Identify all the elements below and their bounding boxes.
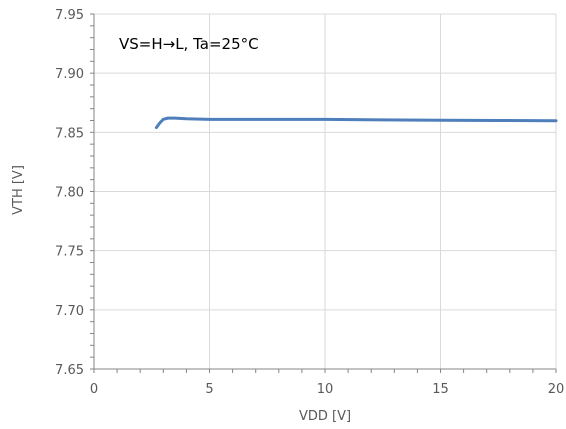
x-tick-label: 5	[205, 382, 213, 397]
y-tick-label: 7.90	[55, 67, 84, 82]
x-tick-label: 10	[317, 382, 334, 397]
y-tick-label: 7.75	[55, 245, 84, 260]
y-tick-label: 7.80	[55, 186, 84, 201]
y-tick-label: 7.65	[55, 363, 84, 378]
minor-ticks	[90, 13, 557, 373]
axes	[93, 14, 556, 370]
y-axis-label: VTH [V]	[11, 165, 26, 215]
y-tick-label: 7.85	[55, 126, 84, 141]
x-tick-label: 15	[432, 382, 449, 397]
y-tick-label: 7.95	[55, 8, 84, 23]
x-tick-label: 20	[548, 382, 565, 397]
y-tick-labels: 7.65 7.70 7.75 7.80 7.85 7.90 7.95	[55, 8, 84, 378]
series-layer	[154, 116, 558, 130]
y-tick-label: 7.70	[55, 304, 84, 319]
x-tick-labels: 0 5 10 15 20	[90, 382, 564, 397]
x-tick-label: 0	[90, 382, 98, 397]
x-axis-label: VDD [V]	[299, 409, 351, 424]
chart-annotation: VS=H→L, Ta=25°C	[119, 35, 259, 53]
grid-lines	[94, 13, 557, 369]
series-line	[154, 116, 558, 130]
